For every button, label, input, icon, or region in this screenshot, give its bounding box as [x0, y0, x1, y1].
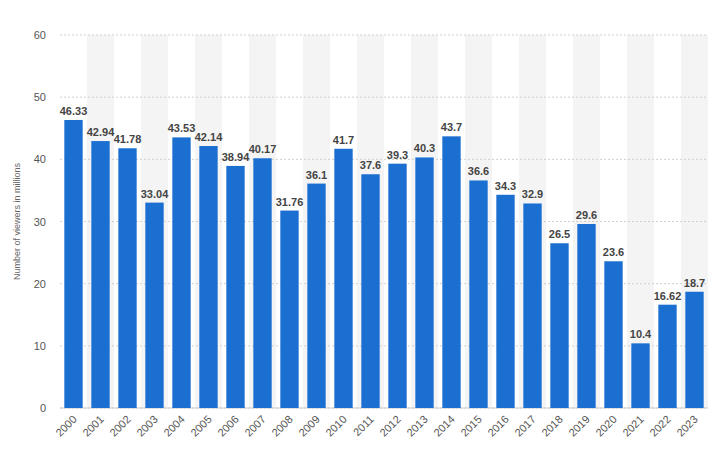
x-tick-label: 2014 [431, 413, 457, 439]
x-tick-label: 2013 [404, 413, 430, 439]
data-label: 32.9 [522, 188, 543, 200]
bar [577, 224, 595, 408]
data-label: 46.33 [60, 105, 88, 117]
grid-line [60, 159, 708, 160]
bar [118, 148, 136, 408]
y-tick-label: 0 [40, 402, 46, 414]
bar [280, 211, 298, 408]
y-tick-label: 60 [34, 29, 46, 41]
y-tick-label: 50 [34, 91, 46, 103]
x-tick-label: 2004 [161, 413, 187, 439]
data-label: 40.17 [249, 143, 277, 155]
bar [226, 166, 244, 408]
data-label: 42.14 [195, 131, 223, 143]
bar [415, 157, 433, 408]
bar [361, 174, 379, 408]
data-label: 36.1 [306, 169, 327, 181]
data-label: 18.7 [684, 277, 705, 289]
x-tick-label: 2001 [80, 413, 106, 439]
x-tick-label: 2010 [323, 413, 349, 439]
data-label: 16.62 [654, 290, 682, 302]
grid-line [60, 35, 708, 36]
data-label: 40.3 [414, 142, 435, 154]
x-tick-label: 2020 [593, 413, 619, 439]
bar [523, 203, 541, 408]
data-label: 31.76 [276, 196, 304, 208]
bar [91, 141, 109, 408]
data-label: 37.6 [360, 159, 381, 171]
bar [685, 292, 703, 408]
bar [172, 137, 190, 408]
data-label: 43.53 [168, 122, 196, 134]
y-tick-label: 40 [34, 153, 46, 165]
x-tick-label: 2022 [647, 413, 673, 439]
x-tick-label: 2019 [566, 413, 592, 439]
y-tick-label: 20 [34, 278, 46, 290]
x-tick-label: 2021 [620, 413, 646, 439]
grid-line [60, 97, 708, 98]
x-tick-label: 2012 [377, 413, 403, 439]
bars [64, 120, 703, 408]
x-tick-label: 2011 [351, 413, 376, 438]
data-label: 26.5 [549, 228, 570, 240]
bar [307, 184, 325, 408]
bar [469, 180, 487, 408]
x-tick-label: 2007 [242, 413, 268, 439]
data-label: 42.94 [87, 126, 115, 138]
bar [145, 203, 163, 408]
bar [199, 146, 217, 408]
data-label: 39.3 [387, 149, 408, 161]
data-label: 33.04 [141, 188, 169, 200]
bar [631, 343, 649, 408]
x-tick-label: 2023 [674, 413, 700, 439]
x-tick-label: 2005 [188, 413, 214, 439]
data-label: 43.7 [441, 121, 462, 133]
bar [334, 149, 352, 408]
data-label: 34.3 [495, 180, 516, 192]
y-tick-label: 10 [34, 340, 46, 352]
bar [658, 305, 676, 408]
bar [550, 243, 568, 408]
data-label: 38.94 [222, 151, 250, 163]
y-axis-label: Number of viewers in millions [12, 162, 22, 280]
chart-container: 0 10 20 30 40 50 60 Number of viewers in millio… [0, 0, 720, 461]
bar [388, 164, 406, 408]
x-tick-label: 2017 [512, 413, 538, 439]
bar [442, 136, 460, 408]
chart-svg: 0 10 20 30 40 50 60 Number of viewers in millio… [0, 0, 720, 461]
x-tick-label: 2016 [485, 413, 511, 439]
x-tick-label: 2002 [107, 413, 133, 439]
x-tick-label: 2003 [134, 413, 160, 439]
data-label: 36.6 [468, 165, 489, 177]
bar [253, 158, 271, 408]
x-tick-label: 2008 [269, 413, 295, 439]
data-label: 23.6 [603, 246, 624, 258]
x-tick-label: 2006 [215, 413, 241, 439]
data-label: 41.7 [333, 134, 354, 146]
bar [64, 120, 82, 408]
x-tick-label: 2009 [296, 413, 322, 439]
data-label: 41.78 [114, 133, 142, 145]
data-label: 29.6 [576, 209, 597, 221]
x-tick-label: 2000 [53, 413, 79, 439]
bar [604, 261, 622, 408]
x-tick-label: 2018 [539, 413, 565, 439]
y-tick-label: 30 [34, 216, 46, 228]
data-label: 10.4 [630, 328, 652, 340]
x-tick-label: 2015 [458, 413, 484, 439]
bar [496, 195, 514, 408]
